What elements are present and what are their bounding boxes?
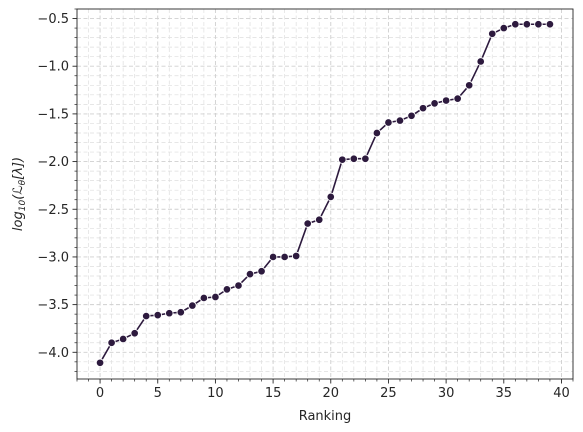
x-axis: 0 5 10 15 20 25 30 35 40 <box>76 379 574 401</box>
data-point <box>199 293 209 303</box>
series-line <box>99 23 550 364</box>
plot-frame <box>76 8 574 380</box>
y-tick-label: −3.0 <box>37 250 69 265</box>
data-point <box>141 311 151 321</box>
x-tick-label: 15 <box>265 386 282 401</box>
data-point <box>430 99 439 108</box>
x-tick-label: 5 <box>154 386 162 401</box>
x-tick-label: 40 <box>553 386 570 401</box>
data-point <box>130 328 139 338</box>
data-point <box>188 301 197 310</box>
x-tick-label: 0 <box>96 386 104 401</box>
data-point <box>361 154 370 163</box>
data-point <box>222 285 232 294</box>
data-point <box>280 252 289 262</box>
data-point <box>326 192 336 202</box>
data-point <box>464 81 474 90</box>
data-point <box>395 116 405 125</box>
data-point <box>476 57 485 66</box>
data-point <box>407 111 416 121</box>
data-point <box>95 358 105 368</box>
y-axis-label-part: (ℒ <box>11 185 26 199</box>
data-point <box>257 266 266 276</box>
y-tick-label: −0.5 <box>37 12 69 27</box>
series <box>95 20 555 368</box>
data-point <box>384 118 393 127</box>
data-point <box>303 219 312 228</box>
y-tick-label: −3.5 <box>37 298 69 313</box>
data-point <box>349 154 359 163</box>
y-tick-label: −4.0 <box>37 346 69 361</box>
data-point <box>268 252 278 262</box>
x-axis-label: Ranking <box>299 409 352 424</box>
data-point <box>153 310 162 320</box>
y-axis-label-part: [λ]) <box>11 157 26 180</box>
y-tick-label: −1.5 <box>37 107 69 122</box>
data-point <box>234 281 243 290</box>
data-point <box>522 20 532 29</box>
data-point <box>165 308 174 318</box>
y-axis-label: log10(ℒθ[λ]) <box>11 157 28 231</box>
y-tick-label: −2.5 <box>37 203 69 218</box>
x-tick-label: 35 <box>496 386 513 401</box>
data-point <box>372 128 382 138</box>
data-point <box>534 20 543 29</box>
data-point <box>211 292 220 302</box>
data-point <box>176 307 186 317</box>
grid <box>76 8 574 379</box>
y-axis-label-part: log <box>11 211 26 231</box>
data-point <box>511 20 520 29</box>
data-point <box>338 155 347 164</box>
x-tick-label: 20 <box>322 386 339 401</box>
data-point <box>107 338 116 348</box>
data-point <box>441 96 451 105</box>
data-point <box>545 20 555 29</box>
data-point <box>418 103 428 113</box>
y-axis-label-sub: θ <box>18 179 28 185</box>
data-point <box>453 94 462 103</box>
y-axis: −4.0 −3.5 −3.0 −2.5 −2.0 −1.5 −1.0 −0.5 <box>37 8 77 372</box>
y-tick-label: −2.0 <box>37 155 69 170</box>
y-tick-label: −1.0 <box>37 60 69 75</box>
data-point <box>314 215 324 224</box>
data-point <box>499 23 509 33</box>
data-point <box>245 269 255 279</box>
y-axis-label-sub: 10 <box>18 200 28 212</box>
x-tick-label: 10 <box>207 386 224 401</box>
x-tick-label: 25 <box>380 386 397 401</box>
data-point <box>291 251 301 261</box>
data-point <box>488 29 497 39</box>
x-tick-label: 30 <box>438 386 455 401</box>
data-point <box>118 334 128 344</box>
